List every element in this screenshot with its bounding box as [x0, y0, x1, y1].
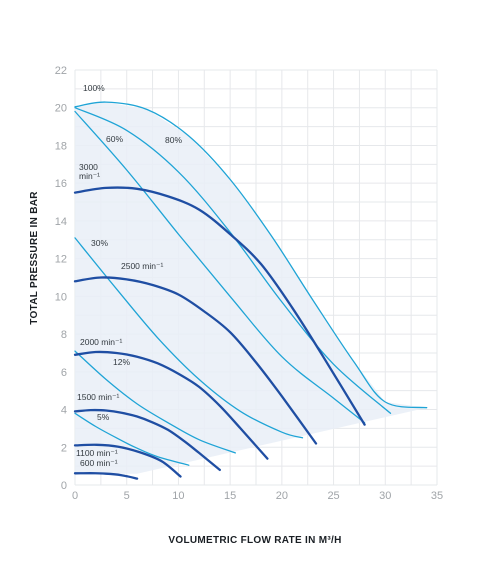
y-tick-label: 16	[55, 178, 67, 190]
efficiency-label-5: 5%	[97, 412, 110, 422]
y-tick-label: 22	[55, 65, 67, 77]
x-tick-label: 5	[124, 490, 130, 502]
efficiency-curve-60	[74, 110, 366, 424]
speed-label-1500-min: 1500 min⁻¹	[77, 392, 119, 402]
speed-label-2000-min: 2000 min⁻¹	[80, 337, 122, 347]
x-tick-label: 0	[72, 490, 78, 502]
speed-label-600-min: 600 min⁻¹	[80, 458, 118, 468]
efficiency-curve-30	[74, 237, 304, 439]
speed-label-3000-min-value: 3000	[79, 162, 98, 172]
speed-curves	[73, 186, 366, 480]
efficiency-label-80: 80%	[165, 135, 182, 145]
y-tick-label: 20	[55, 103, 67, 115]
speed-curve-2000-min	[73, 350, 269, 460]
y-tick-label: 4	[61, 405, 67, 417]
speed-curve-2500-min	[73, 276, 318, 445]
x-tick-label: 20	[276, 490, 288, 502]
y-tick-label: 18	[55, 140, 67, 152]
y-tick-label: 14	[55, 216, 67, 228]
y-tick-label: 10	[55, 291, 67, 303]
tick-labels: 0 5 10 15 20 25 30 35 0 2 4 6 8 10 12 14 16 18 20 22	[55, 65, 443, 502]
y-tick-label: 12	[55, 254, 67, 266]
efficiency-label-100: 100%	[83, 83, 105, 93]
efficiency-label-30: 30%	[91, 238, 108, 248]
efficiency-label-12: 12%	[113, 357, 130, 367]
y-tick-label: 8	[61, 329, 67, 341]
efficiency-curve-100	[74, 101, 428, 409]
x-tick-label: 10	[172, 490, 184, 502]
speed-label-2500-min: 2500 min⁻¹	[121, 261, 163, 271]
speed-curve-1500-min	[73, 408, 221, 472]
speed-curve-600-min	[73, 471, 139, 480]
y-tick-label: 0	[61, 480, 67, 492]
speed-curve-1100-min	[73, 443, 182, 478]
y-axis-title: TOTAL PRESSURE IN BAR	[29, 191, 40, 325]
efficiency-curve-12	[74, 350, 236, 454]
x-axis-title: VOLUMETRIC FLOW RATE IN M³/H	[168, 535, 341, 546]
y-tick-label: 2	[61, 442, 67, 454]
x-tick-label: 25	[327, 490, 339, 502]
efficiency-curve-5	[74, 412, 190, 466]
x-tick-label: 30	[379, 490, 391, 502]
speed-label-1100-min: 1100 min⁻¹	[76, 448, 118, 458]
y-tick-label: 6	[61, 367, 67, 379]
speed-label-3000-min-unit: min⁻¹	[79, 171, 100, 181]
x-tick-label: 35	[431, 490, 443, 502]
x-tick-label: 15	[224, 490, 236, 502]
speed-curve-3000-min	[73, 186, 366, 426]
efficiency-label-60: 60%	[106, 134, 123, 144]
